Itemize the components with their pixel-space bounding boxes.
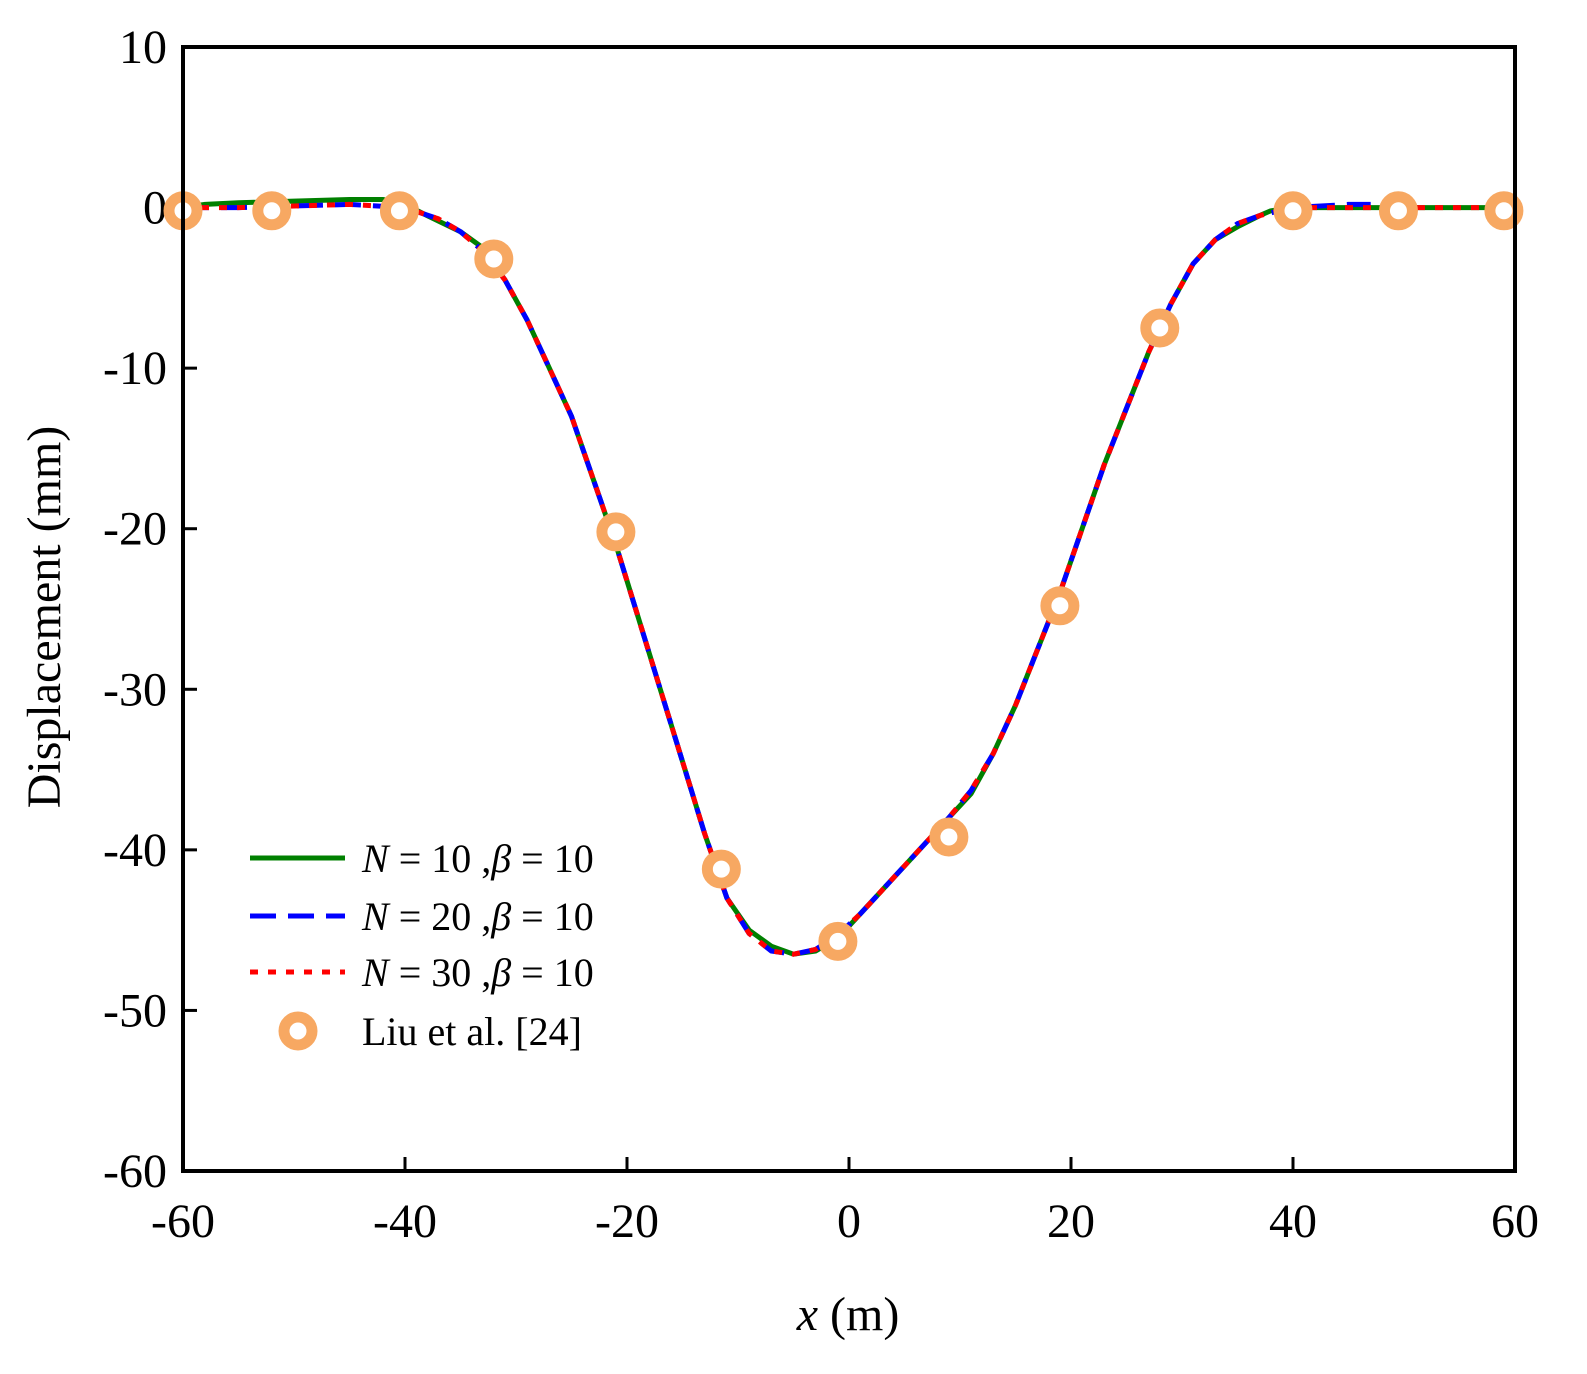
y-tick-label: 10 [119, 21, 167, 74]
data-point-reference-liu [701, 849, 741, 889]
y-tick-label: -30 [103, 663, 167, 716]
data-point-reference-liu [1040, 586, 1080, 626]
legend-label-reference-liu: Liu et al. [24] [362, 1009, 582, 1054]
legend-eq: = [389, 894, 432, 939]
legend-beta-value: 10 [554, 836, 594, 881]
legend-eq: = [511, 950, 554, 995]
legend-marker-reference-liu [278, 1011, 318, 1051]
x-tick-label: -40 [373, 1195, 437, 1248]
legend-var: N [361, 836, 391, 881]
legend-beta-var: β [490, 950, 511, 995]
legend-var: N [361, 950, 391, 995]
x-axis-label-unit: (m) [830, 1288, 899, 1341]
x-tick-label: 20 [1047, 1195, 1095, 1248]
data-point-reference-liu [252, 191, 292, 231]
legend-sep: , [471, 950, 491, 995]
y-axis-label: Displacement (mm) [18, 426, 71, 809]
legend-n-value: 30 [431, 950, 471, 995]
data-point-reference-liu [1378, 191, 1418, 231]
legend-var: N [361, 894, 391, 939]
x-axis-title: x (m) [796, 1288, 900, 1341]
data-point-reference-liu [1484, 191, 1524, 231]
y-tick-label: -10 [103, 342, 167, 395]
x-tick-label: 0 [837, 1195, 861, 1248]
y-axis-title: Displacement (mm) [18, 426, 71, 809]
data-point-reference-liu [1273, 191, 1313, 231]
x-tick-label: 60 [1491, 1195, 1539, 1248]
legend-n-value: 20 [431, 894, 471, 939]
plot-frame [181, 45, 1517, 1173]
legend-label-n10: N = 10 ,β = 10 [361, 836, 594, 881]
data-point-reference-liu [379, 191, 419, 231]
x-axis-label-space [818, 1288, 830, 1341]
legend-sep: , [471, 836, 491, 881]
data-point-reference-liu [929, 817, 969, 857]
y-tick-label: -50 [103, 984, 167, 1037]
series-layer [163, 191, 1524, 961]
legend-eq: = [511, 894, 554, 939]
legend-beta-value: 10 [554, 950, 594, 995]
y-tick-label: -20 [103, 503, 167, 556]
legend-eq: = [389, 836, 432, 881]
legend-label-n30: N = 30 ,β = 10 [361, 950, 594, 995]
legend-beta-var: β [490, 894, 511, 939]
legend-eq: = [511, 836, 554, 881]
y-tick-label: -60 [103, 1145, 167, 1198]
x-tick-label: 40 [1269, 1195, 1317, 1248]
data-point-reference-liu [596, 512, 636, 552]
y-tick-label: -40 [103, 824, 167, 877]
data-point-reference-liu [818, 921, 858, 961]
data-point-reference-liu [474, 239, 514, 279]
x-tick-label: -20 [595, 1195, 659, 1248]
x-axis-label-var: x [796, 1288, 818, 1341]
data-point-reference-liu [1140, 308, 1180, 348]
legend-eq: = [389, 950, 432, 995]
ticks-layer: -60 -40 -20 0 20 40 60 10 0 -10 -20 -30 -40 -50 -60 [103, 21, 1539, 1248]
legend-label-n20: N = 20 ,β = 10 [361, 894, 594, 939]
x-tick-label: -60 [151, 1195, 215, 1248]
x-axis-label: x (m) [796, 1288, 900, 1341]
y-tick-label: 0 [143, 182, 167, 235]
legend: N = 10 ,β = 10N = 20 ,β = 10N = 30 ,β = … [250, 836, 594, 1054]
legend-beta-var: β [490, 836, 511, 881]
legend-sep: , [471, 894, 491, 939]
legend-n-value: 10 [431, 836, 471, 881]
legend-beta-value: 10 [554, 894, 594, 939]
